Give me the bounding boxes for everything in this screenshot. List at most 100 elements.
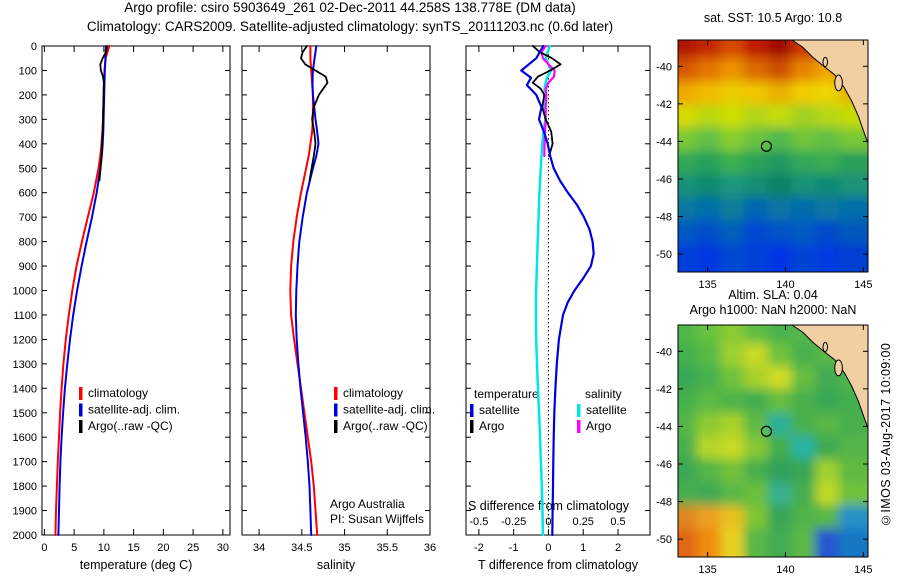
- figure-title: Argo profile: csiro 5903649_261 02-Dec-2…: [124, 0, 576, 15]
- depth-tick-label: 200: [19, 90, 37, 102]
- lat-tick-label: -42: [656, 99, 672, 111]
- land-mass: [791, 325, 868, 429]
- lat-tick-label: -48: [656, 212, 672, 224]
- legend-swatch: [577, 404, 581, 417]
- land-mass: [791, 40, 868, 144]
- lon-tick-label: 145: [854, 279, 872, 291]
- legend-label: satellite: [479, 403, 520, 417]
- depth-tick-label: 2000: [13, 530, 37, 542]
- x-tick-label: 0: [545, 542, 551, 554]
- depth-tick-label: 100: [19, 65, 37, 77]
- s-tick-label: 0.25: [573, 516, 594, 528]
- s-axis-label: S difference from climatology: [468, 499, 630, 513]
- legend-label: Argo(..raw -QC): [343, 419, 428, 433]
- x-axis-label: temperature (deg C): [80, 558, 193, 572]
- x-tick-label: -1: [509, 542, 519, 554]
- x-tick-label: 5: [71, 542, 77, 554]
- x-tick-label: 35: [338, 542, 350, 554]
- depth-tick-label: 0: [31, 41, 37, 53]
- legend-swatch: [334, 420, 338, 433]
- legend-label: Argo: [479, 419, 505, 433]
- map-box: [677, 324, 869, 558]
- x-tick-label: 1: [580, 542, 586, 554]
- argo-raw-curve: [98, 45, 108, 182]
- island: [822, 341, 829, 353]
- x-tick-label: 30: [217, 542, 229, 554]
- s-tick-label: -0.25: [501, 516, 526, 528]
- legend-swatch: [470, 404, 474, 417]
- sla-map-field: [678, 325, 868, 557]
- x-tick-label: 36: [424, 542, 436, 554]
- lat-tick-label: -46: [656, 174, 672, 186]
- s-argo-diff-curve: [540, 44, 556, 158]
- annotation-text: Argo Australia: [330, 497, 405, 511]
- depth-tick-label: 1300: [13, 359, 37, 371]
- float-position-marker: [760, 425, 773, 437]
- legend-swatch: [577, 420, 581, 433]
- x-tick-label: 34.5: [291, 542, 312, 554]
- depth-tick-label: 1800: [13, 481, 37, 493]
- island: [834, 74, 843, 92]
- sst-map: 135 140 145 -40 -42 -44 -46 -48 -50: [656, 39, 873, 291]
- x-tick-label: 2: [615, 542, 621, 554]
- x-tick-label: 10: [98, 542, 110, 554]
- x-axis-label: salinity: [317, 558, 356, 572]
- legend-label: Argo(..raw -QC): [88, 419, 173, 433]
- lon-tick-label: 135: [698, 279, 716, 291]
- plot-box: [41, 45, 231, 536]
- sla-map-title: Altim. SLA: 0.04: [728, 288, 818, 302]
- salinity-profile: 34 34.5 35 35.5 36 salinity climatology satelli…: [241, 45, 436, 572]
- depth-tick-label: 300: [19, 114, 37, 126]
- island: [834, 359, 843, 377]
- lat-tick-label: -50: [656, 534, 672, 546]
- t-argo-diff-curve: [531, 45, 562, 157]
- lat-tick-label: -46: [656, 459, 672, 471]
- lat-tick-label: -44: [656, 136, 672, 148]
- difference-panel: -2 -1 0 1 2 T difference from climatology -0.5…: [465, 44, 651, 572]
- imos-watermark: ©IMOS 03-Aug-2017 10:09:00: [879, 342, 893, 528]
- sla-map-subtitle: Argo h1000: NaN h2000: NaN: [689, 303, 857, 317]
- x-axis-label: T difference from climatology: [478, 558, 639, 572]
- legend-label: satellite-adj. clim.: [88, 403, 180, 417]
- lat-tick-label: -50: [656, 249, 672, 261]
- depth-tick-label: 600: [19, 188, 37, 200]
- lat-tick-label: -48: [656, 497, 672, 509]
- legend-swatch: [79, 403, 83, 417]
- legend-label: climatology: [88, 386, 148, 400]
- s-tick-label: 0.5: [610, 516, 625, 528]
- depth-tick-label: 1500: [13, 408, 37, 420]
- sla-map: 135 140 145 -40 -42 -44 -46 -48 -50: [656, 324, 873, 576]
- legend-label: satellite: [586, 403, 627, 417]
- climatology-curve: [289, 45, 319, 536]
- sst-map-field: [678, 40, 868, 272]
- island: [822, 56, 829, 68]
- legend-swatch: [79, 387, 83, 400]
- sst-map-title: sat. SST: 10.5 Argo: 10.8: [703, 11, 843, 25]
- lon-tick-label: 135: [698, 564, 716, 576]
- legend-label: climatology: [343, 386, 403, 400]
- x-tick-label: 35.5: [377, 542, 398, 554]
- legend-group-title: salinity: [585, 387, 622, 401]
- x-tick-label: 25: [187, 542, 199, 554]
- legend-label: Argo: [586, 419, 612, 433]
- depth-tick-label: 800: [19, 237, 37, 249]
- lon-tick-label: 145: [854, 564, 872, 576]
- x-tick-label: 15: [127, 542, 139, 554]
- satellite-adj-clim-curve: [57, 45, 107, 536]
- climatology-curve: [54, 45, 111, 536]
- s-tick-label: 0: [545, 516, 551, 528]
- t-satellite-diff-curve: [520, 44, 595, 537]
- legend-label: satellite-adj. clim.: [343, 403, 435, 417]
- lat-tick-label: -40: [656, 346, 672, 358]
- legend-swatch: [79, 420, 83, 433]
- depth-tick-label: 1400: [13, 383, 37, 395]
- x-tick-label: 34: [253, 542, 265, 554]
- lat-tick-label: -44: [656, 421, 672, 433]
- figure-subtitle: Climatology: CARS2009. Satellite-adjuste…: [86, 19, 614, 34]
- lon-tick-label: 140: [776, 564, 794, 576]
- depth-tick-label: 400: [19, 139, 37, 151]
- depth-tick-label: 1700: [13, 457, 37, 469]
- legend-group-title: temperature: [474, 387, 539, 401]
- depth-tick-label: 1000: [13, 286, 37, 298]
